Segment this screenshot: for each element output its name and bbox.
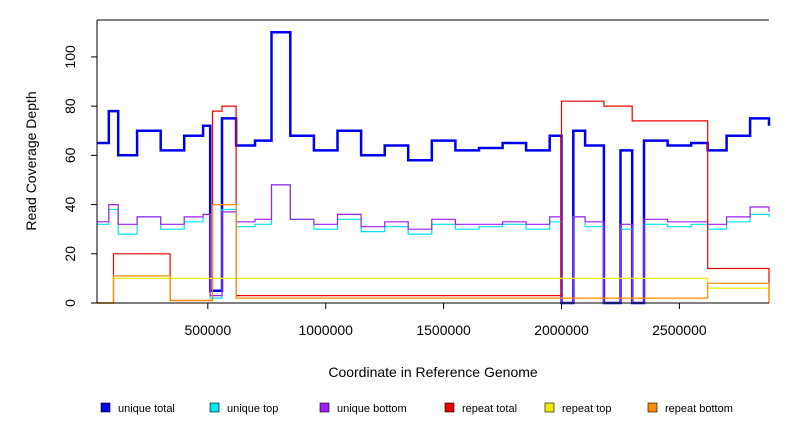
y-axis-label: Read Coverage Depth — [23, 91, 39, 230]
legend-swatch — [319, 402, 330, 413]
legend-label: unique total — [118, 403, 175, 415]
series-line — [97, 184, 770, 304]
series-unique-bottom — [97, 184, 770, 304]
y-tick-label: 40 — [62, 197, 78, 213]
x-tick-label: 2500000 — [652, 322, 707, 338]
legend-swatch — [209, 402, 220, 413]
legend-label: repeat top — [562, 403, 612, 415]
legend-label: repeat bottom — [665, 403, 733, 415]
legend-label: unique top — [227, 403, 278, 415]
series-unique-total — [97, 31, 771, 305]
legend-label: repeat total — [462, 403, 517, 415]
legend-swatch — [444, 402, 455, 413]
legend-swatch — [100, 402, 111, 413]
y-tick-label: 0 — [62, 299, 78, 307]
series-layer — [97, 31, 771, 305]
legend: unique total unique top unique bottom repea… — [100, 402, 733, 415]
legend-label: unique bottom — [337, 403, 407, 415]
series-repeat-total — [97, 100, 770, 304]
x-axis-label: Coordinate in Reference Genome — [328, 364, 538, 380]
y-tick-label: 60 — [62, 147, 78, 163]
legend-item: unique total — [100, 402, 175, 415]
y-tick-label: 80 — [62, 98, 78, 114]
axis-layer: 500000 1000000 1500000 2000000 2500000 0 20 40 6… — [62, 20, 769, 338]
legend-item: unique top — [209, 402, 278, 415]
x-tick-label: 1500000 — [416, 322, 471, 338]
legend-swatch — [544, 402, 555, 413]
y-tick-label: 20 — [62, 246, 78, 262]
series-line — [97, 204, 770, 304]
legend-item: repeat bottom — [647, 402, 733, 415]
x-tick-label: 2000000 — [534, 322, 589, 338]
x-tick-label: 1000000 — [298, 322, 353, 338]
y-tick-label: 100 — [62, 45, 78, 69]
series-line — [97, 100, 770, 304]
x-tick-label: 500000 — [184, 322, 231, 338]
series-line — [97, 31, 771, 305]
legend-item: unique bottom — [319, 402, 407, 415]
legend-item: repeat top — [544, 402, 612, 415]
legend-swatch — [647, 402, 658, 413]
series-repeat-bottom — [97, 204, 770, 304]
legend-item: repeat total — [444, 402, 517, 415]
